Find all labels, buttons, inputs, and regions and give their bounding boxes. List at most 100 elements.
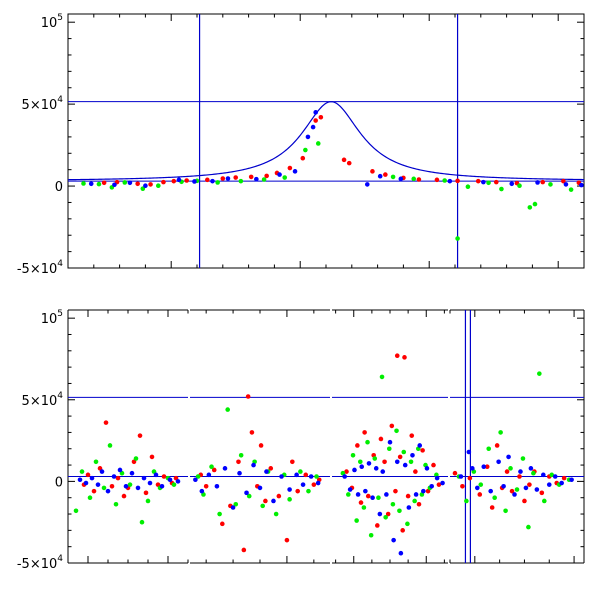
bottom-data-point (541, 498, 547, 504)
top-data-point (148, 182, 153, 187)
top-data-point (411, 176, 417, 182)
bottom-data-point (363, 488, 368, 494)
bottom-data-point (245, 394, 251, 399)
bottom-data-point (517, 474, 522, 479)
bottom-data-point (528, 466, 534, 471)
bottom-data-point (518, 469, 523, 474)
bottom-data-point (398, 550, 404, 556)
bottom-data-point (295, 488, 300, 494)
bottom-data-point (378, 436, 384, 442)
bottom-data-point (458, 474, 464, 479)
top-data-point (248, 174, 254, 180)
y-tick-exponent: 4 (57, 554, 63, 564)
top-data-point (238, 178, 244, 184)
top-data-point (377, 173, 383, 179)
top-data-point (493, 179, 499, 185)
bottom-data-point (434, 475, 440, 481)
bottom-data-point (417, 443, 423, 448)
bottom-data-point (357, 459, 363, 465)
bottom-data-point (258, 443, 264, 448)
bottom-data-point (113, 501, 119, 507)
bottom-data-point (143, 490, 149, 496)
top-data-point (300, 155, 306, 161)
bottom-data-point (561, 475, 567, 481)
bottom-data-point (509, 488, 515, 494)
top-data-point (254, 176, 259, 182)
bottom-data-point (474, 485, 480, 491)
top-data-point (318, 114, 324, 120)
bottom-data-point (440, 480, 445, 486)
bottom-data-point (484, 464, 490, 469)
top-data-point (184, 178, 189, 183)
bottom-data-point (416, 501, 422, 507)
bottom-data-point (260, 503, 265, 509)
bottom-data-point (273, 511, 279, 517)
bottom-data-point (410, 452, 415, 458)
bottom-data-point (342, 474, 347, 479)
bottom-data-point (390, 501, 396, 507)
top-data-point (225, 176, 231, 181)
bottom-data-point (127, 482, 133, 487)
bottom-data-point (300, 482, 306, 487)
top-data-point (548, 182, 553, 187)
top-data-point (122, 180, 128, 185)
bottom-data-point (350, 452, 356, 458)
top-data-point (88, 181, 94, 187)
top-data-point (205, 177, 210, 183)
top-data-point (390, 174, 396, 180)
bottom-data-point (91, 488, 97, 494)
top-data-point (313, 118, 318, 123)
bottom-data-point (366, 461, 372, 466)
bottom-data-point (175, 479, 181, 484)
bottom-data-point (537, 371, 542, 376)
bottom-data-point (149, 454, 155, 460)
bottom-data-point (111, 474, 117, 479)
bottom-data-point (481, 464, 487, 469)
bottom-y-tick-label: 105 (41, 309, 63, 327)
top-data-point (561, 178, 566, 184)
bottom-data-point (352, 467, 357, 473)
bottom-data-point (73, 508, 79, 514)
bottom-data-point (501, 483, 506, 489)
bottom-data-point (478, 482, 484, 487)
top-y-tick-label: 0 (55, 180, 63, 195)
bottom-data-point (436, 482, 442, 487)
top-data-point (486, 180, 491, 186)
top-data-point (282, 175, 288, 180)
bottom-data-point (236, 459, 241, 465)
bottom-data-point (161, 474, 167, 479)
top-data-point (540, 179, 546, 185)
top-data-point (465, 184, 471, 190)
bottom-data-point (217, 511, 222, 517)
bottom-data-point (199, 488, 205, 494)
bottom-data-point (246, 493, 252, 499)
bottom-data-point (488, 488, 493, 494)
bottom-data-point (498, 430, 503, 435)
top-data-point (416, 177, 422, 182)
bottom-data-point (203, 483, 209, 489)
top-data-point (455, 236, 460, 241)
bottom-data-point (377, 511, 383, 517)
bottom-data-point (159, 483, 165, 489)
bottom-data-point (263, 498, 268, 504)
bottom-data-point (195, 474, 201, 479)
top-data-point (370, 169, 375, 174)
bottom-data-point (171, 482, 177, 487)
bottom-data-point (315, 480, 321, 486)
bottom-data-point (311, 482, 317, 487)
y-tick-mantissa: 5×10 (22, 98, 58, 113)
bottom-data-point (531, 470, 536, 476)
bottom-data-point (477, 492, 483, 497)
bottom-data-point (431, 462, 436, 468)
bottom-data-point (365, 439, 370, 445)
bottom-data-point (95, 482, 101, 487)
bottom-data-point (271, 498, 276, 504)
bottom-data-point (99, 469, 105, 474)
top-data-point (143, 183, 148, 189)
top-data-point (101, 180, 107, 186)
bottom-data-point (512, 492, 517, 497)
top-data-point (192, 179, 197, 184)
bottom-data-point (408, 459, 414, 465)
